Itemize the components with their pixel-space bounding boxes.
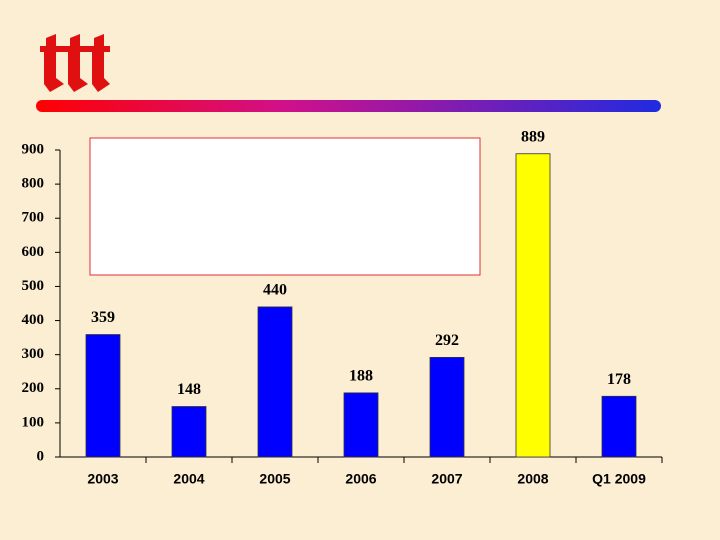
bar bbox=[343, 392, 379, 458]
bar bbox=[601, 395, 637, 458]
y-tick-label: 200 bbox=[22, 380, 45, 396]
y-tick-label: 100 bbox=[22, 414, 45, 430]
bar bbox=[429, 356, 465, 458]
x-tick-label: 2003 bbox=[87, 471, 118, 487]
value-label: 889 bbox=[521, 128, 545, 145]
value-label: 359 bbox=[91, 309, 115, 326]
x-tick-label: 2005 bbox=[259, 471, 290, 487]
bar bbox=[257, 306, 293, 458]
y-tick-label: 700 bbox=[22, 210, 45, 226]
x-tick-label: 2008 bbox=[517, 471, 548, 487]
bar bbox=[171, 406, 207, 458]
bar bbox=[515, 153, 551, 458]
bar bbox=[85, 334, 121, 458]
y-tick-label: 600 bbox=[22, 244, 45, 260]
x-tick-label: 2004 bbox=[173, 471, 204, 487]
y-tick-label: 300 bbox=[22, 346, 45, 362]
value-label: 148 bbox=[177, 381, 201, 398]
title-rule bbox=[36, 100, 661, 112]
value-label: 188 bbox=[349, 368, 373, 385]
y-tick-label: 400 bbox=[22, 312, 45, 328]
value-label: 440 bbox=[263, 282, 287, 299]
y-tick-label: 900 bbox=[22, 141, 45, 157]
x-tick-label: Q1 2009 bbox=[592, 471, 646, 487]
y-tick-label: 800 bbox=[22, 176, 45, 192]
y-tick-label: 0 bbox=[37, 448, 45, 464]
value-label: 292 bbox=[435, 332, 459, 349]
blank-box bbox=[89, 137, 481, 276]
x-tick-label: 2006 bbox=[345, 471, 376, 487]
y-tick-label: 500 bbox=[22, 278, 45, 294]
logo bbox=[40, 34, 110, 92]
value-label: 178 bbox=[607, 371, 631, 388]
x-tick-label: 2007 bbox=[431, 471, 462, 487]
